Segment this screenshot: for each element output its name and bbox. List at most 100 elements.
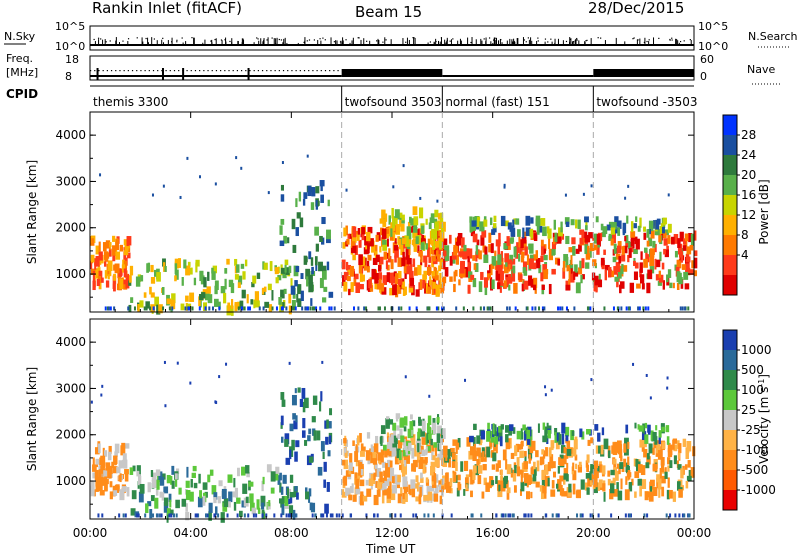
backscatter-cell bbox=[378, 264, 382, 272]
backscatter-cell bbox=[147, 482, 151, 493]
backscatter-cell bbox=[426, 446, 431, 452]
backscatter-cell bbox=[503, 185, 506, 189]
backscatter-cell bbox=[658, 436, 661, 445]
nave-dot bbox=[241, 70, 243, 72]
backscatter-cell bbox=[584, 482, 588, 491]
backscatter-cell bbox=[527, 448, 533, 459]
backscatter-cell bbox=[149, 508, 153, 519]
backscatter-cell bbox=[166, 512, 169, 523]
backscatter-cell bbox=[457, 236, 462, 246]
backscatter-cell bbox=[533, 254, 538, 261]
backscatter-cell bbox=[619, 284, 622, 294]
backscatter-cell bbox=[432, 258, 438, 265]
backscatter-cell bbox=[540, 490, 545, 500]
backscatter-cell bbox=[113, 273, 116, 285]
backscatter-cell bbox=[589, 471, 592, 481]
backscatter-cell bbox=[185, 295, 189, 302]
backscatter-cell bbox=[544, 393, 547, 397]
backscatter-cell bbox=[440, 223, 444, 235]
backscatter-cell bbox=[532, 277, 538, 288]
backscatter-cell bbox=[604, 269, 607, 281]
backscatter-cell bbox=[379, 471, 383, 483]
nsky-tick-high: 10^5 bbox=[55, 20, 85, 33]
nsearch-dot bbox=[671, 39, 673, 41]
backscatter-cell bbox=[363, 247, 369, 255]
backscatter-cell bbox=[443, 454, 447, 461]
backscatter-cell bbox=[408, 283, 414, 293]
backscatter-cell bbox=[268, 500, 271, 507]
backscatter-cell bbox=[637, 225, 641, 232]
backscatter-cell bbox=[137, 475, 142, 486]
backscatter-cell bbox=[275, 466, 280, 474]
backscatter-cell bbox=[665, 513, 668, 518]
backscatter-cell bbox=[376, 254, 380, 263]
backscatter-cell bbox=[201, 292, 206, 299]
nsearch-dot bbox=[493, 39, 495, 41]
backscatter-cell bbox=[453, 472, 457, 482]
backscatter-cell bbox=[386, 264, 390, 271]
backscatter-cell bbox=[107, 470, 111, 478]
backscatter-cell bbox=[347, 264, 352, 271]
backscatter-cell bbox=[183, 259, 187, 269]
backscatter-cell bbox=[547, 461, 551, 472]
colorbar-tick-label: 4 bbox=[741, 248, 749, 262]
nave-dot bbox=[136, 70, 138, 72]
backscatter-cell bbox=[524, 450, 527, 457]
backscatter-cell bbox=[636, 283, 641, 289]
backscatter-cell bbox=[308, 281, 314, 293]
backscatter-cell bbox=[277, 475, 281, 485]
backscatter-cell bbox=[519, 488, 522, 496]
backscatter-cell bbox=[428, 255, 432, 263]
backscatter-cell bbox=[344, 447, 347, 453]
nave-dot bbox=[157, 70, 159, 72]
backscatter-cell bbox=[280, 422, 283, 429]
backscatter-cell bbox=[683, 238, 687, 245]
backscatter-cell bbox=[499, 282, 502, 293]
backscatter-cell bbox=[271, 306, 274, 311]
backscatter-cell bbox=[677, 238, 681, 248]
backscatter-cell bbox=[344, 450, 348, 459]
backscatter-cell bbox=[565, 433, 569, 442]
backscatter-cell bbox=[400, 306, 403, 311]
backscatter-cell bbox=[444, 250, 450, 261]
backscatter-cell bbox=[439, 486, 444, 493]
backscatter-cell bbox=[240, 306, 243, 311]
backscatter-cell bbox=[98, 469, 102, 478]
backscatter-cell bbox=[135, 276, 141, 287]
backscatter-cell bbox=[624, 437, 629, 448]
backscatter-cell bbox=[469, 216, 473, 223]
nsearch-label: N.Search bbox=[748, 30, 798, 43]
backscatter-cell bbox=[280, 415, 284, 426]
backscatter-cell bbox=[472, 450, 477, 456]
backscatter-cell bbox=[491, 279, 495, 290]
backscatter-cell bbox=[143, 292, 147, 298]
backscatter-cell bbox=[514, 464, 517, 474]
backscatter-cell bbox=[168, 493, 172, 502]
backscatter-cell bbox=[637, 424, 640, 430]
backscatter-cell bbox=[101, 384, 104, 388]
colorbar-segment bbox=[723, 175, 737, 196]
backscatter-cell bbox=[579, 229, 585, 235]
backscatter-cell bbox=[422, 279, 426, 289]
backscatter-cell bbox=[528, 474, 532, 485]
backscatter-cell bbox=[498, 484, 501, 493]
backscatter-cell bbox=[660, 423, 664, 429]
backscatter-cell bbox=[417, 452, 420, 463]
backscatter-cell bbox=[674, 513, 677, 518]
nsearch-dot bbox=[446, 39, 448, 42]
power-colorbar-label: Power [dB] bbox=[757, 179, 771, 244]
backscatter-cell bbox=[432, 275, 437, 287]
backscatter-cell bbox=[371, 268, 376, 280]
backscatter-cell bbox=[420, 242, 425, 250]
backscatter-cell bbox=[589, 247, 592, 258]
backscatter-cell bbox=[395, 224, 400, 235]
backscatter-cell bbox=[199, 490, 202, 499]
backscatter-cell bbox=[672, 282, 675, 289]
backscatter-cell bbox=[129, 265, 134, 276]
backscatter-cell bbox=[429, 276, 432, 286]
backscatter-cell bbox=[598, 273, 601, 283]
backscatter-cell bbox=[562, 260, 566, 272]
backscatter-cell bbox=[506, 490, 510, 500]
backscatter-cell bbox=[597, 482, 601, 491]
